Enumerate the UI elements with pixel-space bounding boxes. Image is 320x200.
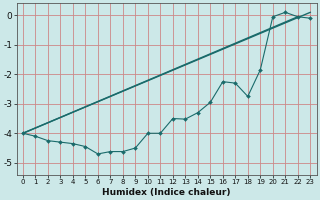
X-axis label: Humidex (Indice chaleur): Humidex (Indice chaleur): [102, 188, 231, 197]
